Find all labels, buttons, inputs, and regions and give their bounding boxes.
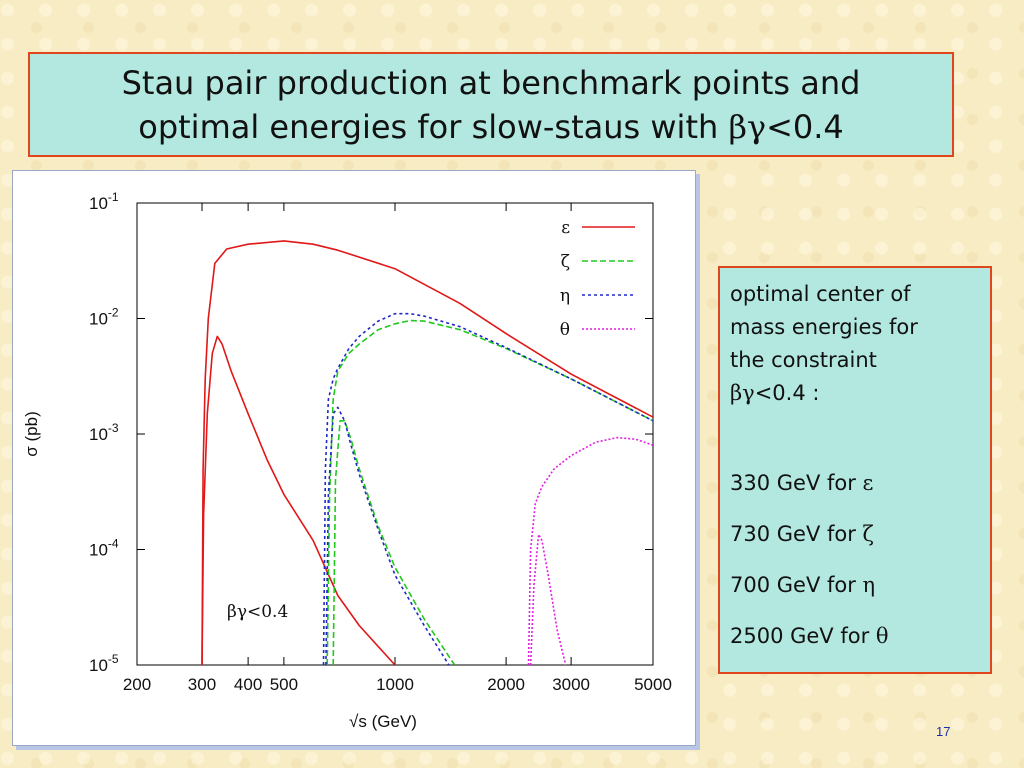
title-line-1: Stau pair production at benchmark points… [121, 63, 861, 102]
benchmark-symbol: η [862, 573, 876, 597]
y-axis-label: σ (pb) [22, 411, 41, 456]
title-line-2-text: optimal energies for slow-staus with [138, 107, 729, 146]
info-constraint: βγ<0.4 : [730, 377, 980, 410]
energy-list: 330 GeV for ε 730 GeV for ζ 700 GeV for … [730, 458, 980, 662]
y-tick-label: 10-4 [89, 537, 119, 560]
info-header-line-3: the constraint [730, 348, 877, 372]
page-number: 17 [936, 724, 951, 739]
x-tick-label: 2000 [487, 675, 525, 694]
series-line-3 [332, 420, 456, 665]
info-header-line-1: optimal center of [730, 282, 911, 306]
legend-label: ζ [561, 252, 570, 272]
y-tick-label: 10-5 [89, 652, 119, 675]
series-line-4 [322, 312, 653, 665]
series-line-5 [325, 406, 450, 665]
x-tick-label: 500 [270, 675, 298, 694]
info-header-line-2: mass energies for [730, 315, 918, 339]
energy-item-theta: 2500 GeV for θ [730, 611, 980, 662]
legend-label: ε [561, 218, 570, 238]
energy-value: 730 GeV for [730, 522, 863, 546]
energy-item-epsilon: 330 GeV for ε [730, 458, 980, 509]
series-line-0 [201, 240, 653, 665]
slide-title: Stau pair production at benchmark points… [28, 52, 954, 157]
y-tick-label: 10-1 [89, 190, 119, 213]
constraint-text: <0.4 : [754, 381, 820, 405]
plot-frame: 200 300 400 500 1000 2000 3000 5000 10-5 10-4 10-3… [12, 170, 696, 746]
x-tick-label: 3000 [552, 675, 590, 694]
info-header: optimal center of mass energies for the … [730, 278, 980, 410]
energy-value: 2500 GeV for [730, 624, 876, 648]
energy-value: 330 GeV for [730, 471, 863, 495]
series-line-6 [527, 436, 653, 665]
energy-item-eta: 700 GeV for η [730, 560, 980, 611]
series-line-2 [326, 319, 653, 665]
x-tick-label: 5000 [634, 675, 672, 694]
benchmark-symbol: ζ [862, 522, 874, 546]
legend-label: θ [560, 320, 570, 340]
cross-section-chart: 200 300 400 500 1000 2000 3000 5000 10-5 10-4 10-3… [22, 190, 672, 731]
x-tick-label: 300 [188, 675, 216, 694]
x-tick-label: 200 [123, 675, 151, 694]
constraint-greek: βγ [730, 381, 755, 405]
benchmark-symbol: ε [862, 471, 874, 495]
constraint-annotation: βγ<0.4 [227, 602, 288, 622]
benchmark-symbol: θ [875, 624, 889, 648]
title-line-2: optimal energies for slow-staus with βγ<… [138, 105, 844, 149]
series-line-7 [529, 533, 567, 665]
energy-item-zeta: 730 GeV for ζ [730, 509, 980, 560]
x-axis-label: √s (GeV) [349, 712, 417, 731]
y-tick-label: 10-2 [89, 306, 119, 329]
title-line-2-end: <0.4 [766, 107, 844, 146]
title-greek-beta-gamma: βγ [728, 107, 767, 146]
optimal-energies-box: optimal center of mass energies for the … [718, 266, 992, 674]
legend-label: η [560, 286, 570, 306]
x-tick-label: 400 [234, 675, 262, 694]
series-line-1 [201, 335, 396, 665]
energy-value: 700 GeV for [730, 573, 863, 597]
y-tick-label: 10-3 [89, 421, 119, 444]
x-tick-label: 1000 [376, 675, 414, 694]
